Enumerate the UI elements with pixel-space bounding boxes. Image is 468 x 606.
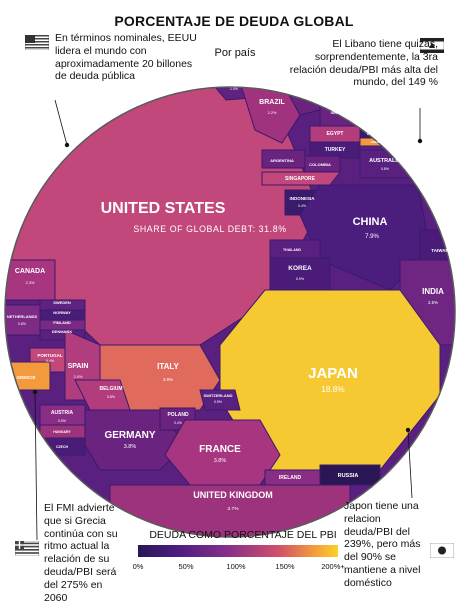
country-label: TAIWAN: [431, 248, 448, 253]
country-label: SPAIN: [68, 363, 89, 370]
country-label: KOREA: [288, 265, 312, 272]
country-share-label: 3.7%: [227, 506, 239, 512]
cell-australia: [359, 149, 419, 179]
country-label: CZECH: [56, 445, 69, 449]
country-label: FRANCE: [199, 444, 241, 455]
country-label: POLAND: [167, 412, 189, 418]
country-label: IRELAND: [279, 475, 302, 481]
country-label: UNITED KINGDOM: [193, 490, 273, 500]
country-label: IRAQ: [367, 121, 377, 126]
country-label: EGYPT: [327, 131, 344, 137]
country-share-label: 2.3%: [26, 281, 35, 285]
country-label: CANADA: [15, 268, 45, 275]
country-share-label: 3.9%: [163, 377, 173, 382]
country-label: IRAN: [367, 131, 377, 136]
country-label: GERMANY: [104, 430, 155, 441]
country-share-label: 0.4%: [298, 204, 306, 208]
country-label: NORWAY: [53, 310, 71, 315]
cell-korea: [269, 257, 331, 291]
country-share-label: 2.2%: [268, 111, 277, 115]
country-share-label: 18.8%: [321, 385, 345, 394]
country-label: NETHERLANDS: [7, 314, 38, 319]
cell-brazil: [239, 87, 301, 144]
country-label: SWEDEN: [53, 300, 71, 305]
country-label: ARGENTINA: [270, 158, 294, 163]
country-label: SOUTH AFRICA: [295, 93, 318, 97]
chart-subtitle: Por país: [214, 47, 256, 59]
legend-tick: 100%: [226, 562, 246, 571]
country-share-label: 0.5%: [214, 400, 222, 404]
country-label: SWITZERLAND: [203, 393, 232, 398]
cell-canada: [5, 259, 56, 301]
legend-tick: 150%: [275, 562, 295, 571]
legend-tick: 0%: [132, 562, 144, 571]
cell-netherlands: [5, 304, 41, 336]
country-label: DENMARK: [52, 329, 73, 334]
pointer-greece: [34, 389, 38, 541]
country-share-label: 0.8%: [107, 395, 115, 399]
country-share-label: 3.8%: [214, 458, 227, 464]
country-label: HUNGARY: [53, 430, 71, 434]
country-label: AUSTRALIA: [369, 158, 401, 164]
note-greece: El FMI advierte que si Grecia continúa c…: [44, 502, 118, 604]
pointer-japan: [407, 429, 413, 499]
country-label: ISRAEL: [331, 110, 346, 115]
country-label: MEXICO: [224, 79, 244, 85]
country-label: FINLAND: [53, 320, 71, 325]
legend-tick: 200%+: [321, 562, 345, 571]
country-share-label: 0.8%: [18, 322, 26, 326]
lebanon-flag-icon: [420, 38, 444, 53]
cell-switzerland: [199, 389, 241, 411]
legend-tick: 50%: [178, 562, 194, 571]
country-share-label: SHARE OF GLOBAL DEBT: 31.8%: [133, 224, 286, 234]
country-label: GREECE: [16, 375, 35, 380]
japan-flag-icon: [430, 543, 454, 558]
country-label: BRAZIL: [259, 99, 285, 106]
country-label: INDIA: [422, 287, 444, 296]
legend-gradient-bar: [138, 545, 338, 557]
country-label: UNITED STATES: [101, 200, 226, 217]
note-lebanon: El Libano tiene quizás, sorprendentement…: [289, 38, 438, 89]
country-label: SINGAPORE: [285, 176, 316, 182]
country-label: CHINA: [353, 216, 388, 228]
country-label: COLOMBIA: [309, 162, 331, 167]
country-share-label: 7.9%: [365, 234, 379, 240]
greece-flag-icon: [15, 541, 39, 556]
country-label: PORTUGAL: [37, 353, 63, 358]
usa-flag-icon: [25, 35, 49, 50]
country-label: JAPAN: [308, 365, 358, 382]
country-share-label: 2.0%: [74, 375, 83, 379]
country-label: BELGIUM: [99, 386, 122, 392]
country-share-label: 0.4%: [46, 359, 54, 363]
country-share-label: 1.0%: [230, 87, 238, 91]
country-share-label: 3.8%: [124, 444, 137, 450]
country-label: LEBANON: [371, 140, 386, 144]
country-share-label: 0.5%: [58, 419, 66, 423]
country-share-label: 0.4%: [174, 421, 182, 425]
chart-title: PORCENTAJE DE DEUDA GLOBAL: [114, 13, 354, 29]
country-label: THAILAND: [283, 248, 301, 252]
country-label: TURKEY: [325, 147, 346, 153]
country-label: ITALY: [157, 362, 179, 371]
note-usa: En términos nominales, EEUU lidera el mu…: [55, 32, 197, 83]
country-label: RUSSIA: [338, 473, 359, 479]
country-label: INDONESIA: [289, 196, 315, 201]
note-japan: Japon tiene una relacion deuda/PBI del 2…: [344, 500, 421, 589]
country-share-label: 2.5%: [428, 300, 438, 305]
country-share-label: 0.8%: [381, 167, 389, 171]
pointer-usa: [54, 99, 68, 146]
country-share-label: 0.9%: [296, 277, 305, 281]
country-label: AUSTRIA: [51, 410, 74, 416]
legend-title: DEUDA COMO PORCENTAJE DEL PBI: [149, 529, 337, 541]
